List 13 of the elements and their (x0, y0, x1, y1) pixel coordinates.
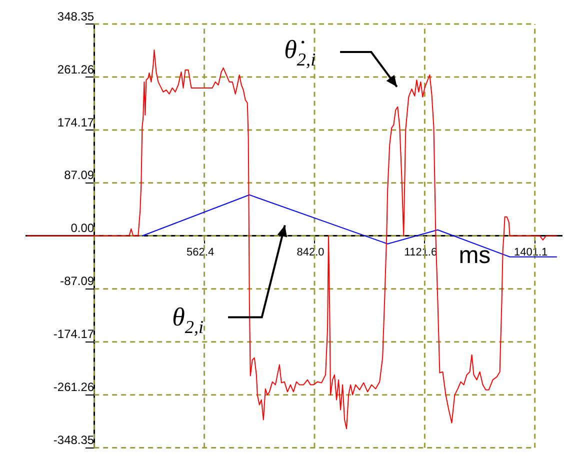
y-tick-label: 0.00 (70, 221, 94, 236)
y-tick-label: 174.17 (57, 115, 94, 130)
y-tick-label: 348.35 (57, 9, 94, 24)
x-tick-label: 1401.1 (514, 246, 548, 259)
y-tick-label: -261.26 (53, 380, 94, 394)
y-tick-label: 87.09 (64, 168, 94, 182)
x-axis-title: ms (458, 242, 491, 269)
y-tick-label: -174.17 (53, 327, 94, 342)
x-tick-label: 842.0 (296, 246, 324, 259)
y-tick-label: -348.35 (53, 433, 94, 448)
y-tick-label: -87.09 (60, 274, 94, 288)
x-tick-label: 562.4 (186, 246, 214, 259)
y-tick-label: 261.26 (57, 62, 94, 76)
